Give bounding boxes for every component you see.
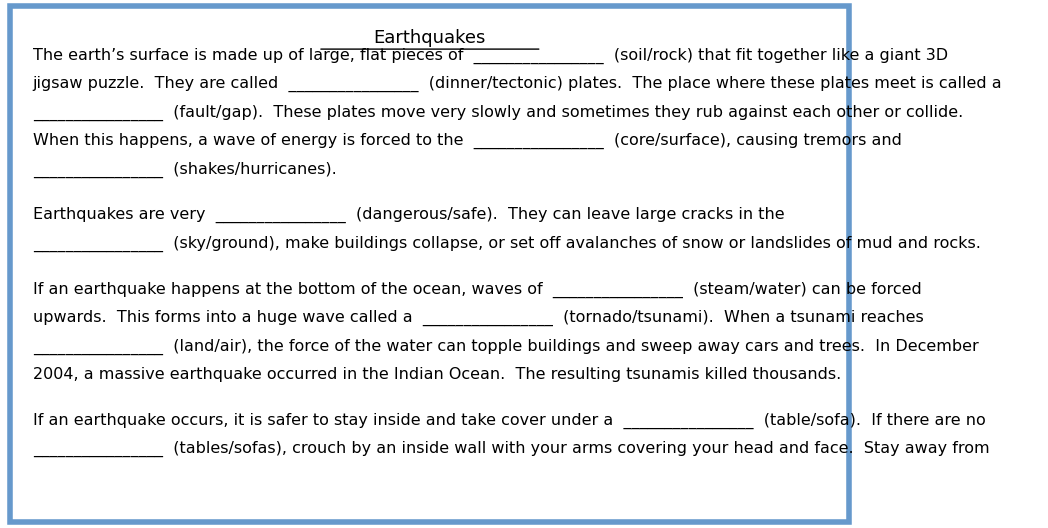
Text: ________________  (land/air), the force of the water can topple buildings and sw: ________________ (land/air), the force o… [32, 338, 979, 354]
Text: jigsaw puzzle.  They are called  ________________  (dinner/tectonic) plates.  Th: jigsaw puzzle. They are called _________… [32, 76, 1002, 92]
Text: The earth’s surface is made up of large, flat pieces of  ________________  (soil: The earth’s surface is made up of large,… [32, 48, 947, 64]
Text: upwards.  This forms into a huge wave called a  ________________  (tornado/tsuna: upwards. This forms into a huge wave cal… [32, 310, 923, 326]
Text: If an earthquake happens at the bottom of the ocean, waves of  ________________ : If an earthquake happens at the bottom o… [32, 281, 921, 297]
Text: ________________  (shakes/hurricanes).: ________________ (shakes/hurricanes). [32, 162, 336, 178]
Text: When this happens, a wave of energy is forced to the  ________________  (core/su: When this happens, a wave of energy is f… [32, 133, 901, 149]
Text: Earthquakes: Earthquakes [374, 29, 486, 47]
Text: ________________  (sky/ground), make buildings collapse, or set off avalanches o: ________________ (sky/ground), make buil… [32, 235, 981, 252]
Text: Earthquakes are very  ________________  (dangerous/safe).  They can leave large : Earthquakes are very ________________ (d… [32, 207, 784, 223]
FancyBboxPatch shape [10, 6, 849, 522]
Text: 2004, a massive earthquake occurred in the Indian Ocean.  The resulting tsunamis: 2004, a massive earthquake occurred in t… [32, 367, 840, 382]
Text: If an earthquake occurs, it is safer to stay inside and take cover under a  ____: If an earthquake occurs, it is safer to … [32, 412, 985, 429]
Text: ________________  (tables/sofas), crouch by an inside wall with your arms coveri: ________________ (tables/sofas), crouch … [32, 441, 989, 457]
Text: ________________  (fault/gap).  These plates move very slowly and sometimes they: ________________ (fault/gap). These plat… [32, 105, 963, 121]
